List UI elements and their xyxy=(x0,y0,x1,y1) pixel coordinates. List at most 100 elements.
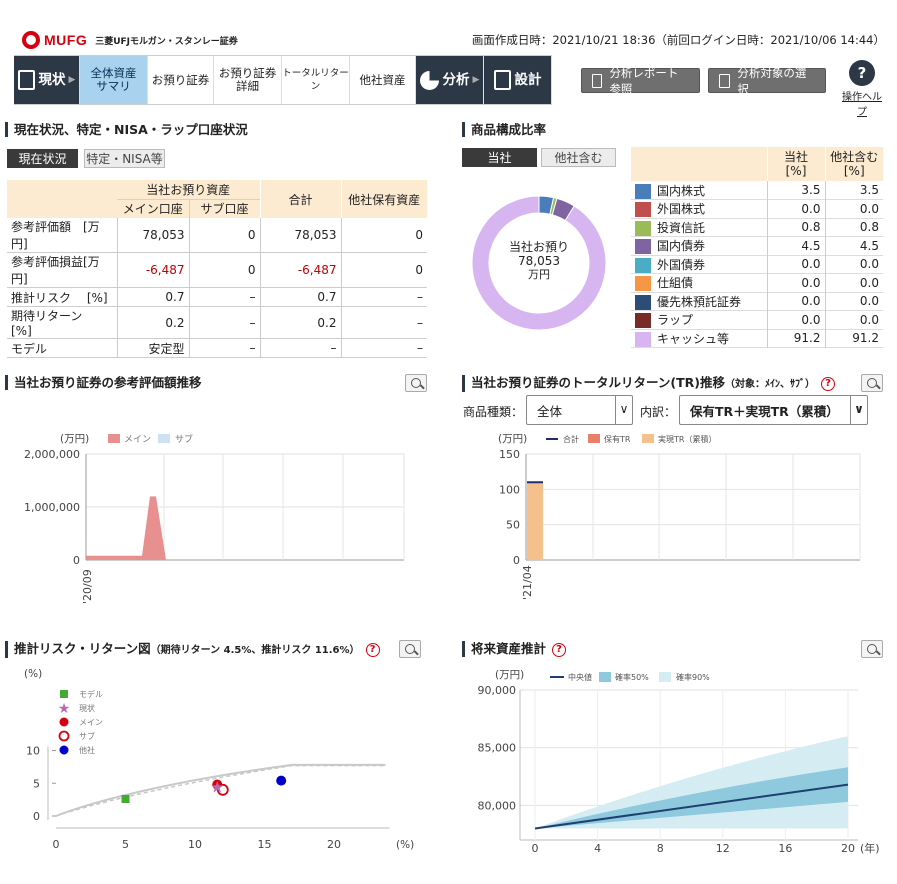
asset-name: 外国株式 xyxy=(657,202,706,217)
legend-realized: 実現TR（累積） xyxy=(658,434,716,444)
nav-current-status[interactable]: 現状 ▶ xyxy=(14,56,80,104)
tr-trend-chart: (万円) 合計 保有TR 実現TR（累積） 150 100 50 0'21/04 xyxy=(498,433,861,600)
y-unit-label: (%) xyxy=(24,668,42,680)
self-percent: 0.0 xyxy=(766,199,825,218)
y-unit-label: (万円) xyxy=(495,669,524,681)
rr-x-tick-label: 5 xyxy=(122,838,129,851)
legend-prob50: 確率50% xyxy=(615,672,649,682)
legend-sub: サブ xyxy=(175,433,193,445)
donut-center-label: 当社お預り 78,053 万円 xyxy=(508,240,569,281)
asset-name: 投資信託 xyxy=(657,220,706,235)
fa-x-tick-label: 0 xyxy=(532,842,539,855)
zoom-icon[interactable] xyxy=(405,374,427,392)
status-section-title: 現在状況、特定・NISA・ラップ口座状況 xyxy=(5,122,248,137)
legend-main: メイン xyxy=(79,718,103,727)
tab-include-others[interactable]: 他社含む xyxy=(541,148,616,167)
tab-current-status[interactable]: 現在状況 xyxy=(7,149,78,168)
point-current: ★ xyxy=(210,778,224,797)
zoom-icon[interactable] xyxy=(399,640,421,658)
nav-securities-detail[interactable]: お預り証券詳細 xyxy=(214,56,282,104)
breakdown-select[interactable]: 保有TR＋実現TR（累積） ∨ xyxy=(679,395,868,425)
tr-y-tick-label: 0 xyxy=(513,554,520,567)
all-percent: 0.0 xyxy=(824,310,883,329)
nav-other-assets[interactable]: 他社資産 xyxy=(350,56,416,104)
head-sub: サブ口座 xyxy=(188,198,260,218)
self-percent: 3.5 xyxy=(766,181,825,200)
head-other: 他社保有資産 xyxy=(340,180,427,218)
mufg-logo[interactable]: MUFG 三菱UFJモルガン・スタンレー証券 xyxy=(22,31,238,49)
table-row: 参考評価損益[万円] -6,487 0 -6,487 0 xyxy=(7,252,427,288)
legend-median: 中央値 xyxy=(568,672,592,682)
composition-row: 外国株式 0.0 0.0 xyxy=(631,199,883,218)
legend-holding: 保有TR xyxy=(604,434,631,444)
legend-swatch xyxy=(635,313,651,329)
fa-y-tick-label: 85,000 xyxy=(478,742,517,755)
legend-main-marker xyxy=(59,717,69,727)
nav-analysis[interactable]: 分析 ▶ xyxy=(416,56,484,104)
composition-section-title: 商品構成比率 xyxy=(462,122,546,137)
nav-securities[interactable]: お預り証券 xyxy=(148,56,214,104)
x-unit-label: (年) xyxy=(860,841,880,855)
legend-other: 他社 xyxy=(79,745,95,755)
company-name: 三菱UFJモルガン・スタンレー証券 xyxy=(95,36,238,47)
nav-total-asset-summary[interactable]: 全体資産サマリ xyxy=(80,56,148,104)
head-total: 合計 xyxy=(259,180,341,218)
pie-chart-icon xyxy=(419,70,439,90)
rr-x-tick-label: 15 xyxy=(258,838,272,851)
asset-name: 仕組債 xyxy=(657,276,694,291)
risk-return-title: 推計リスク・リターン図（期待リターン 4.5%、推計リスク 11.6%）? xyxy=(5,641,380,658)
fa-x-tick-label: 20 xyxy=(841,842,855,855)
analysis-report-button[interactable]: 分析レポート参照 xyxy=(581,66,700,96)
status-table: 当社お預り資産 合計 他社保有資産 メイン口座 サブ口座 参考評価額 [万円] … xyxy=(7,180,427,358)
self-percent: 0.8 xyxy=(766,218,825,237)
point-model xyxy=(121,794,130,803)
all-percent: 0.0 xyxy=(824,255,883,274)
help-button[interactable]: ? 操作ヘルプ xyxy=(839,60,885,118)
analysis-target-button[interactable]: 分析対象の選択 xyxy=(708,66,826,96)
legend-swatch xyxy=(635,294,651,310)
legend-model-marker xyxy=(60,690,68,698)
composition-row: 外国債券 0.0 0.0 xyxy=(631,255,883,274)
rr-y-tick-label: 0 xyxy=(33,810,40,823)
fa-x-tick-label: 12 xyxy=(716,842,730,855)
zoom-icon[interactable] xyxy=(861,374,883,392)
tab-specific-nisa[interactable]: 特定・NISA等 xyxy=(84,149,165,168)
fa-y-tick-label: 90,000 xyxy=(478,684,517,697)
brand-name: MUFG xyxy=(44,32,88,48)
line-median xyxy=(534,783,849,830)
help-question-icon[interactable]: ? xyxy=(820,376,835,391)
help-icon: ? xyxy=(849,60,875,86)
value-trend-y-tick-label: 2,000,000 xyxy=(24,448,80,461)
all-percent: 0.0 xyxy=(824,273,883,292)
asset-name: 外国債券 xyxy=(657,257,706,272)
value-trend-chart: (万円) メイン サブ 2,000,000 1,000,000 0'20/09 xyxy=(24,433,405,604)
all-percent: 0.8 xyxy=(824,218,883,237)
legend-sub: サブ xyxy=(79,731,95,741)
product-type-select[interactable]: 全体 ∨ xyxy=(526,395,633,425)
value-trend-title: 当社お預り証券の参考評価額推移 xyxy=(5,375,202,390)
value-trend-y-tick-label: 1,000,000 xyxy=(24,501,80,514)
donut-slice-キャッシュ等 xyxy=(471,195,607,331)
help-question-icon[interactable]: ? xyxy=(552,642,567,657)
composition-row: 投資信託 0.8 0.8 xyxy=(631,218,883,237)
nav-total-return[interactable]: トータルリターン xyxy=(282,56,350,104)
created-timestamp: 画面作成日時：2021/10/21 18:36（前回ログイン日時：2021/10… xyxy=(471,33,885,47)
legend-swatch-holding xyxy=(588,434,600,443)
zoom-icon[interactable] xyxy=(861,640,883,658)
legend-swatch-50 xyxy=(599,672,611,682)
help-label: 操作ヘルプ xyxy=(842,92,882,118)
nav-design[interactable]: 設計 xyxy=(484,56,552,104)
y-unit-label: (万円) xyxy=(498,433,527,445)
legend-total: 合計 xyxy=(563,434,579,444)
composition-row: 優先株預託証券 0.0 0.0 xyxy=(631,292,883,311)
asset-name: 国内株式 xyxy=(657,183,706,198)
tab-self-only[interactable]: 当社 xyxy=(462,148,537,167)
table-row: 推計リスク [%] 0.7 – 0.7 – xyxy=(7,287,427,307)
table-row: 参考評価額 [万円] 78,053 0 78,053 0 xyxy=(7,218,427,253)
x-tick-label: '20/09 xyxy=(81,569,94,604)
report-icon xyxy=(592,73,603,88)
help-question-icon[interactable]: ? xyxy=(365,642,380,657)
chevron-down-icon: ∨ xyxy=(850,396,867,424)
value-trend-y-tick-label: 0 xyxy=(73,554,80,567)
